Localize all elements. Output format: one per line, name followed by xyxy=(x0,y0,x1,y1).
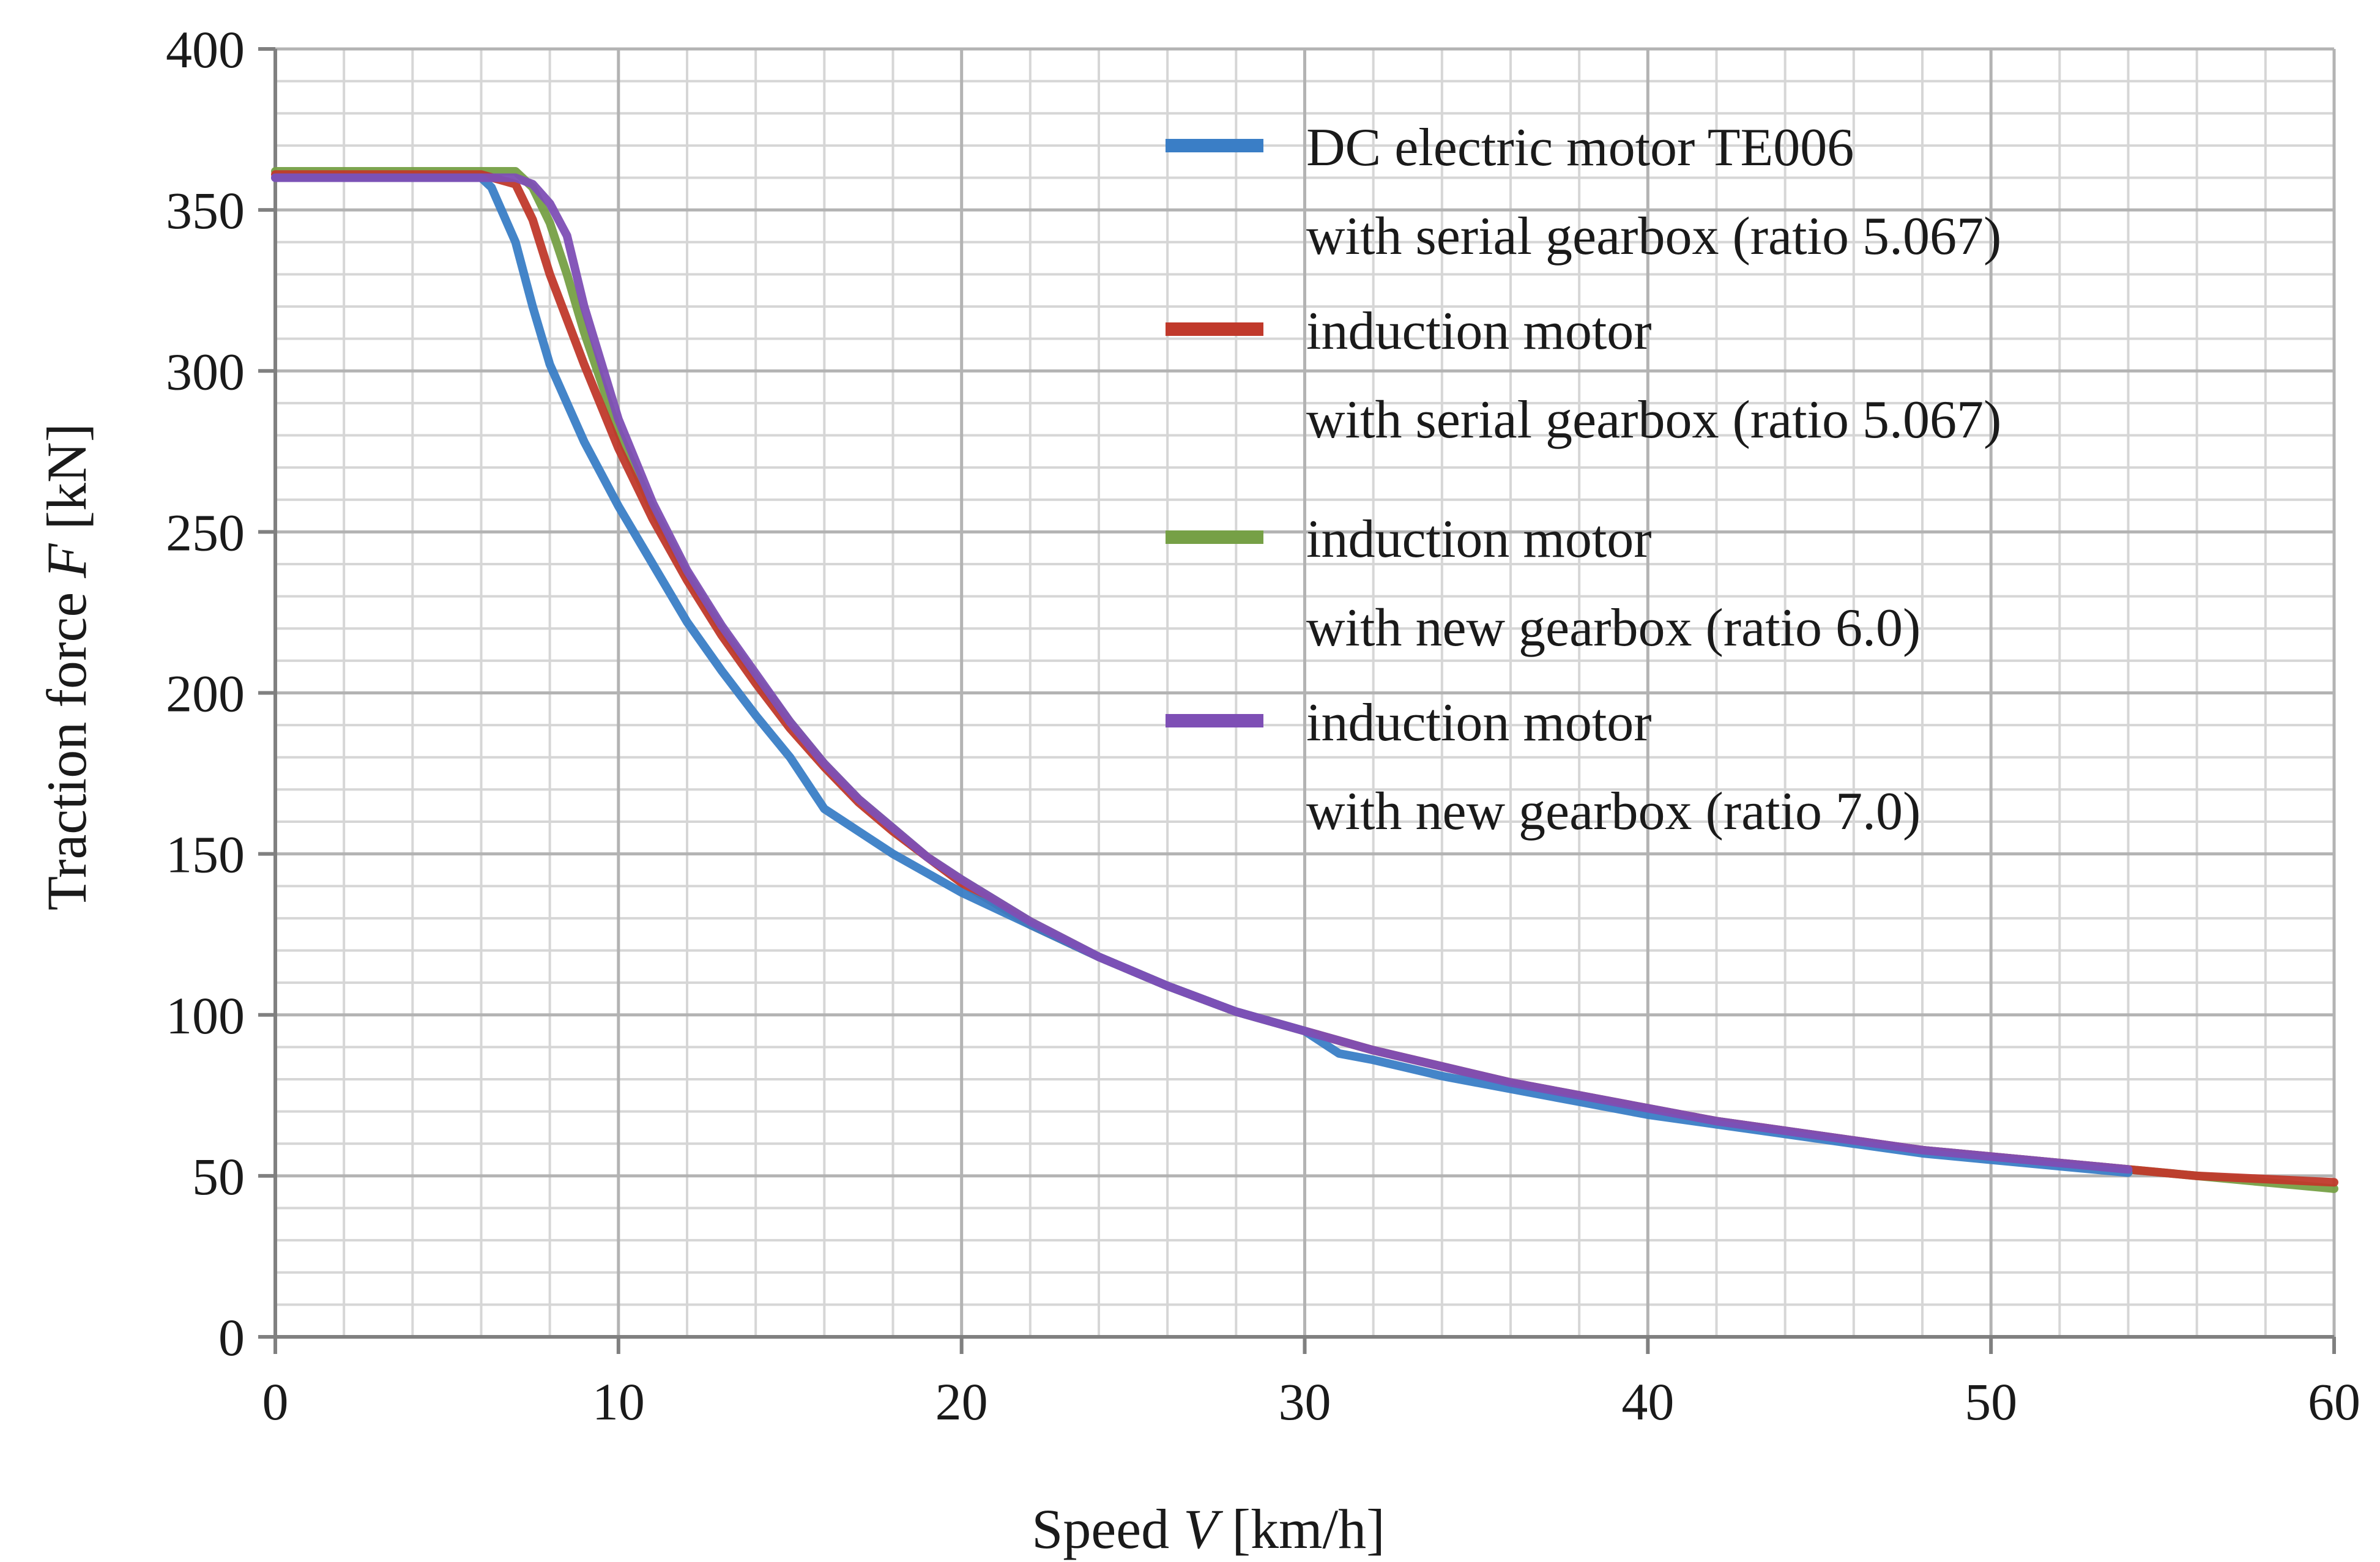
axes xyxy=(258,47,2336,1354)
legend-sublabel-4: with new gearbox (ratio 7.0) xyxy=(1306,782,1921,841)
x-tick-labels: 0 10 20 30 40 50 60 xyxy=(262,1372,2361,1431)
series-line-4 xyxy=(271,173,2133,1174)
y-axis-title-variable: F xyxy=(35,543,98,579)
y-tick-label: 0 xyxy=(218,1308,245,1367)
y-axis-title: Traction force F [kN] xyxy=(35,423,98,910)
x-tick-label: 10 xyxy=(592,1372,645,1431)
legend-sublabel-2: with serial gearbox (ratio 5.067) xyxy=(1306,390,2001,450)
legend-sublabel-3: with new gearbox (ratio 6.0) xyxy=(1306,598,1921,658)
x-axis-title-unit: [km/h] xyxy=(1218,1498,1385,1560)
x-tick-label: 0 xyxy=(262,1372,289,1431)
y-axis-title-prefix: Traction force xyxy=(35,578,98,910)
x-tick-label: 40 xyxy=(1621,1372,1674,1431)
legend-sublabel-1: with serial gearbox (ratio 5.067) xyxy=(1306,207,2001,266)
x-axis-title-prefix: Speed xyxy=(1032,1498,1183,1560)
y-tick-label: 300 xyxy=(166,342,245,401)
legend-label-3: induction motor xyxy=(1306,510,1652,569)
x-axis-title-variable: V xyxy=(1183,1498,1224,1560)
y-tick-label: 250 xyxy=(166,503,245,562)
legend-label-4: induction motor xyxy=(1306,693,1652,753)
x-tick-label: 20 xyxy=(935,1372,988,1431)
series-lines xyxy=(271,167,2338,1193)
y-tick-label: 200 xyxy=(166,664,245,723)
y-tick-label: 100 xyxy=(166,986,245,1045)
x-tick-label: 50 xyxy=(1965,1372,2017,1431)
y-axis-title-unit: [kN] xyxy=(35,423,98,544)
legend: DC electric motor TE006 with serial gearb… xyxy=(1166,118,2001,841)
x-tick-label: 60 xyxy=(2308,1372,2360,1431)
legend-label-1: DC electric motor TE006 xyxy=(1306,118,1854,177)
legend-label-2: induction motor xyxy=(1306,302,1652,361)
x-axis-title: Speed V [km/h] xyxy=(1032,1498,1385,1560)
y-tick-label: 150 xyxy=(166,825,245,884)
x-tick-label: 30 xyxy=(1279,1372,1331,1431)
y-tick-label: 50 xyxy=(192,1147,245,1206)
y-tick-label: 400 xyxy=(166,20,245,79)
y-tick-labels: 0 50 100 150 200 250 300 350 400 xyxy=(166,20,245,1367)
y-tick-label: 350 xyxy=(166,181,245,240)
